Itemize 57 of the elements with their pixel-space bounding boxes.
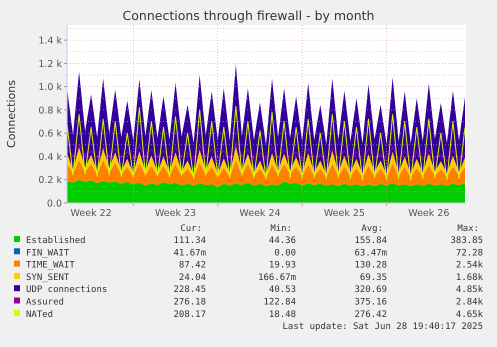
line-series bbox=[66, 142, 466, 162]
text: 4.65k bbox=[456, 310, 484, 320]
text: 4.85k bbox=[456, 285, 484, 296]
text: 2.54k bbox=[456, 260, 484, 271]
y-tick-label: 0.8 k bbox=[38, 105, 62, 116]
y-tick-label: 1.0 k bbox=[38, 82, 62, 94]
text: 24.04 bbox=[178, 272, 206, 283]
text: 122.84 bbox=[263, 298, 296, 308]
legend-label: FIN_WAIT bbox=[26, 248, 70, 258]
text: 228.45 bbox=[173, 285, 206, 296]
text: 44.36 bbox=[268, 236, 296, 246]
text: 41.67m bbox=[173, 248, 206, 258]
x-tick-label: Week 25 bbox=[324, 208, 365, 219]
y-tick-label: 1.2 k bbox=[38, 58, 62, 70]
text: 130.28 bbox=[354, 260, 387, 271]
text: 18.48 bbox=[268, 310, 296, 320]
text: 0.00 bbox=[274, 248, 296, 258]
text: 1.68k bbox=[456, 272, 484, 283]
y-tick-label: 1.4 k bbox=[38, 36, 62, 47]
legend-label: NATed bbox=[26, 310, 54, 320]
text: 155.84 bbox=[354, 236, 387, 246]
y-tick-label: 0.0 bbox=[46, 198, 62, 210]
x-tick-label: Week 24 bbox=[239, 208, 281, 219]
text: 63.47m bbox=[354, 248, 387, 258]
text: Cur: bbox=[180, 224, 202, 234]
text: 375.16 bbox=[354, 298, 387, 308]
x-tick-label: Week 22 bbox=[70, 208, 112, 219]
text: 69.35 bbox=[360, 272, 387, 283]
text: 19.93 bbox=[268, 260, 296, 271]
chart-title: Connections through firewall - by month bbox=[122, 8, 374, 23]
legend-label: Assured bbox=[26, 298, 64, 308]
legend-label: Established bbox=[26, 236, 86, 246]
legend-label: TIME_WAIT bbox=[26, 260, 76, 271]
y-tick-label: 0.4 k bbox=[38, 152, 62, 163]
text: 383.85 bbox=[450, 236, 483, 246]
text: 276.18 bbox=[173, 298, 206, 308]
y-axis-title: Connections bbox=[5, 80, 18, 148]
text: 320.69 bbox=[354, 285, 387, 296]
text: 40.53 bbox=[268, 285, 296, 296]
text: 208.17 bbox=[173, 310, 206, 320]
line-series bbox=[66, 106, 466, 180]
text: 72.28 bbox=[456, 248, 483, 258]
x-tick-label: Week 26 bbox=[408, 208, 450, 219]
legend-label: UDP connections bbox=[26, 285, 108, 296]
text: Max: bbox=[457, 224, 479, 234]
text: Min: bbox=[270, 224, 292, 234]
legend-label: SYN_SENT bbox=[26, 272, 70, 283]
text: 111.34 bbox=[173, 236, 206, 246]
text: Last update: Sat Jun 28 19:40:17 2025 bbox=[282, 322, 483, 332]
text: 276.42 bbox=[354, 310, 387, 320]
x-tick-label: Week 23 bbox=[154, 208, 196, 219]
text: Avg: bbox=[361, 224, 383, 234]
text: 166.67m bbox=[258, 272, 296, 283]
y-tick-label: 0.2 k bbox=[38, 175, 62, 186]
text: 2.84k bbox=[456, 298, 484, 308]
text: 87.42 bbox=[178, 260, 206, 271]
y-tick-label: 0.6 k bbox=[38, 128, 62, 140]
